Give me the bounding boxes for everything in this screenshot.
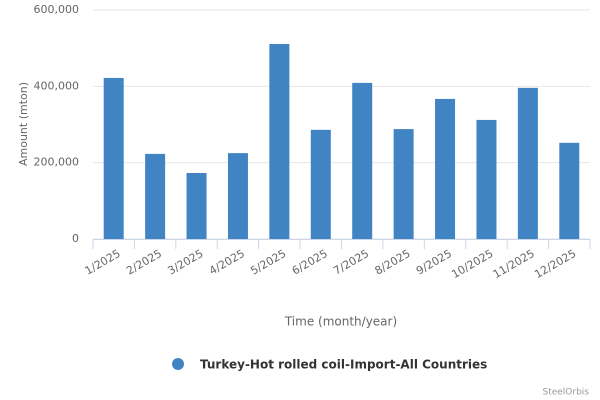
x-tick-label: 2/2025: [124, 247, 164, 278]
x-tick-label: 11/2025: [491, 247, 537, 281]
bar: [103, 77, 124, 239]
bar: [145, 153, 166, 239]
y-tick-label: 600,000: [34, 3, 80, 16]
x-tick-label: 8/2025: [373, 247, 413, 278]
bar: [227, 153, 248, 239]
x-tick-label: 7/2025: [331, 247, 371, 278]
x-tick-label: 6/2025: [290, 247, 330, 278]
bar: [559, 142, 580, 239]
x-tick-label: 9/2025: [414, 247, 454, 278]
credit: SteelOrbis: [542, 388, 589, 398]
y-tick-label: 200,000: [34, 156, 80, 169]
x-axis-title: Time (month/year): [284, 315, 397, 329]
y-tick-label: 400,000: [34, 79, 80, 92]
x-tick-label: 3/2025: [166, 247, 206, 278]
bar: [476, 119, 497, 239]
x-tick-label: 10/2025: [449, 247, 495, 281]
x-tick-label: 1/2025: [83, 247, 123, 278]
bar: [186, 172, 207, 239]
legend-marker: [172, 358, 184, 370]
y-axis-title: Amount (mton): [17, 82, 30, 166]
legend-label: Turkey-Hot rolled coil-Import-All Countr…: [200, 358, 487, 372]
bar: [517, 87, 538, 239]
bar: [352, 82, 373, 239]
x-tick-label: 4/2025: [207, 247, 247, 278]
bar: [393, 129, 414, 239]
y-tick-label: 0: [72, 232, 79, 245]
bar: [435, 98, 456, 239]
bar: [310, 129, 331, 239]
bar: [269, 43, 290, 239]
x-tick-label: 5/2025: [248, 247, 288, 278]
x-tick-label: 12/2025: [532, 247, 578, 281]
